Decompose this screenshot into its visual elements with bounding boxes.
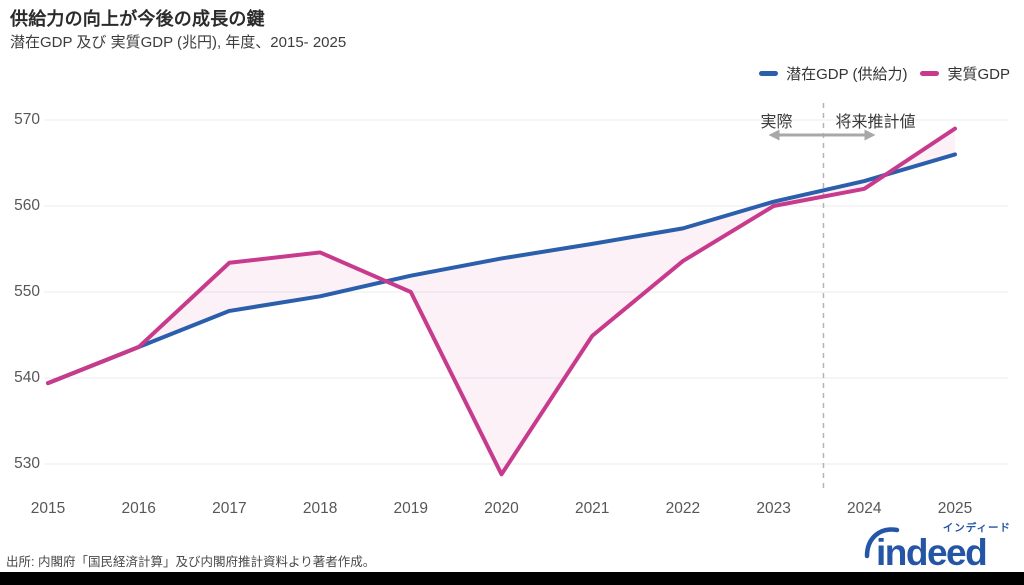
x-tick-label: 2015: [30, 500, 66, 517]
y-tick-label: 540: [14, 369, 40, 386]
x-tick-label: 2019: [393, 500, 429, 517]
legend-item-real-gdp: 実質GDP: [920, 63, 1010, 84]
logo-swoosh-icon: [864, 527, 900, 559]
y-tick-label: 570: [14, 111, 40, 128]
potential-gdp-line: [46, 152, 957, 386]
indeed-logo: インディード indeed: [864, 518, 1014, 572]
x-tick-label: 2022: [665, 500, 701, 517]
range-arrow-right-head-icon: [864, 129, 876, 141]
x-tick-label: 2020: [484, 500, 519, 517]
x-tick-label: 2016: [121, 500, 156, 517]
y-tick-label: 560: [14, 197, 40, 214]
annotation-forecast-label: 将来推計値: [835, 114, 916, 131]
logo-wordmark: indeed: [876, 532, 988, 573]
y-tick-label: 530: [14, 455, 40, 472]
range-arrow-left-head-icon: [768, 129, 780, 141]
annotation-actual-label: 実際: [760, 114, 793, 131]
y-tick-label: 550: [14, 283, 40, 300]
bottom-black-bar: [0, 572, 1024, 585]
legend-swatch-blue-icon: [759, 71, 779, 76]
x-tick-label: 2018: [302, 500, 338, 517]
legend: 潜在GDP (供給力) 実質GDP: [759, 63, 1010, 84]
page-subtitle: 潜在GDP 及び 実質GDP (兆円), 年度、2015- 2025: [10, 34, 347, 51]
series-fill-area: [48, 128, 955, 475]
x-tick-label: 2021: [574, 500, 610, 517]
legend-label-real-gdp: 実質GDP: [947, 66, 1010, 83]
x-tick-label: 2025: [937, 500, 973, 517]
x-tick-label: 2023: [756, 500, 791, 517]
legend-swatch-pink-icon: [920, 71, 940, 76]
legend-label-potential-gdp: 潜在GDP (供給力): [786, 66, 908, 83]
logo-tagline: インディード: [942, 522, 1011, 534]
x-tick-label: 2017: [212, 500, 247, 517]
real-gdp-line: [46, 126, 957, 477]
page-title: 供給力の向上が今後の成長の鍵: [10, 9, 265, 29]
source-note: 出所: 内閣府「国民経済計算」及び内閣府推計資料より著者作成。: [6, 555, 376, 569]
x-tick-label: 2024: [847, 500, 882, 517]
legend-item-potential-gdp: 潜在GDP (供給力): [759, 63, 907, 84]
